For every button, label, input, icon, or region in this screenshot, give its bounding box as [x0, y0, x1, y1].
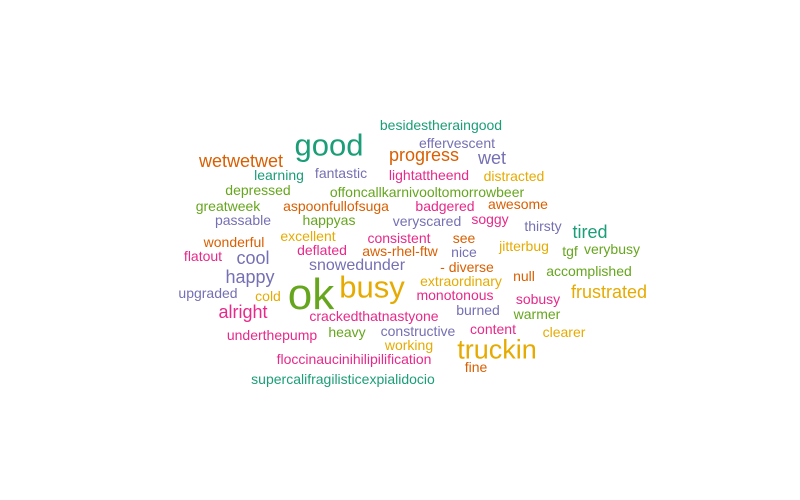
word-consistent: consistent — [367, 230, 431, 246]
word-upgraded: upgraded — [178, 285, 238, 301]
word-heavy: heavy — [328, 324, 366, 340]
word-good: good — [294, 127, 364, 163]
word-null: null — [513, 268, 535, 284]
word-depressed: depressed — [225, 182, 291, 198]
word-warmer: warmer — [513, 306, 561, 322]
word-passable: passable — [214, 212, 272, 228]
word-greatweek: greatweek — [195, 198, 261, 214]
word-deflated: deflated — [297, 242, 347, 258]
word-awesome: awesome — [488, 196, 548, 212]
word-underthepump: underthepump — [226, 327, 318, 343]
word-badgered: badgered — [415, 198, 475, 214]
word-tgf: tgf — [562, 243, 578, 259]
word-lightattheend: lightattheend — [388, 167, 470, 183]
word-wetwetwet: wetwetwet — [198, 151, 284, 171]
word-aspoonfullofsuga: aspoonfullofsuga — [283, 198, 389, 214]
word-effervescent: effervescent — [418, 135, 496, 151]
word-learning: learning — [254, 167, 304, 183]
word-tired: tired — [572, 222, 608, 242]
word-cool: cool — [236, 248, 270, 268]
word-see: see — [452, 230, 476, 246]
word-fantastic: fantastic — [314, 165, 368, 181]
word-diverse: - diverse — [440, 259, 494, 275]
word-aws-rhel-ftw: aws-rhel-ftw — [362, 243, 438, 259]
word-floccinaucinihilipilification: floccinaucinihilipilification — [276, 351, 432, 367]
word-distracted: distracted — [483, 168, 545, 184]
word-crackedthatnastyone: crackedthatnastyone — [309, 308, 439, 324]
word-supercalifragilisticexpialidocio: supercalifragilisticexpialidocio — [251, 371, 435, 387]
word-excellent: excellent — [280, 228, 336, 244]
word-wet: wet — [477, 148, 507, 168]
word-verybusy: verybusy — [583, 241, 641, 257]
word-besidestheraingood: besidestheraingood — [379, 117, 503, 133]
word-content: content — [470, 321, 516, 337]
word-wonderful: wonderful — [203, 234, 265, 250]
word-monotonous: monotonous — [416, 287, 494, 303]
word-busy: busy — [339, 269, 405, 305]
word-sobusy: sobusy — [515, 291, 561, 307]
word-veryscared: veryscared — [392, 213, 462, 229]
word-jitterbug: jitterbug — [499, 238, 549, 254]
word-snowedunder: snowedunder — [308, 257, 406, 274]
word-constructive: constructive — [380, 323, 456, 339]
word-accomplished: accomplished — [546, 263, 632, 279]
word-extraordinary: extraordinary — [420, 273, 502, 289]
word-fine: fine — [464, 359, 488, 375]
word-cold: cold — [255, 288, 281, 304]
word-truckin: truckin — [457, 334, 537, 365]
word-thirsty: thirsty — [524, 218, 562, 234]
word-ok: ok — [287, 270, 335, 319]
word-clearer: clearer — [542, 324, 586, 340]
word-nice: nice — [451, 244, 477, 260]
word-working: working — [384, 337, 434, 353]
word-soggy: soggy — [471, 211, 509, 227]
word-burned: burned — [456, 302, 500, 318]
word-happy: happy — [225, 267, 275, 287]
word-progress: progress — [388, 145, 460, 165]
word-alright: alright — [218, 302, 268, 322]
word-flatout: flatout — [183, 248, 223, 264]
word-happyas: happyas — [302, 212, 356, 228]
word-frustrated: frustrated — [570, 282, 648, 302]
word-offoncallkarnivooltomorrowbeer: offoncallkarnivooltomorrowbeer — [329, 184, 525, 200]
